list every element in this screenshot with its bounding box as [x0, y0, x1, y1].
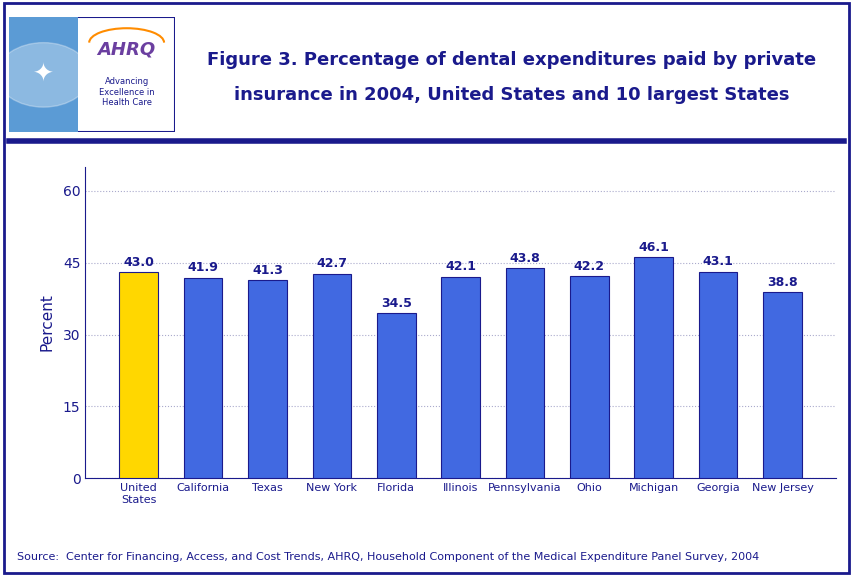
- Bar: [440, 276, 480, 478]
- Circle shape: [0, 43, 90, 107]
- Text: 43.0: 43.0: [124, 256, 154, 269]
- Bar: [183, 278, 222, 478]
- Text: Source:  Center for Financing, Access, and Cost Trends, AHRQ, Household Componen: Source: Center for Financing, Access, an…: [17, 552, 758, 562]
- Text: Figure 3. Percentage of dental expenditures paid by private: Figure 3. Percentage of dental expenditu…: [207, 51, 815, 70]
- Bar: [9, 17, 78, 132]
- Bar: [763, 293, 801, 478]
- Text: AHRQ: AHRQ: [97, 40, 156, 59]
- Bar: [248, 281, 286, 478]
- Text: ✦: ✦: [33, 63, 54, 87]
- Text: 43.1: 43.1: [702, 256, 733, 268]
- Text: 46.1: 46.1: [637, 241, 669, 254]
- Text: 34.5: 34.5: [380, 297, 412, 310]
- Text: 42.7: 42.7: [316, 257, 347, 270]
- Bar: [119, 272, 158, 478]
- Text: 41.9: 41.9: [187, 262, 218, 274]
- Bar: [698, 272, 737, 478]
- Bar: [505, 268, 544, 478]
- Text: 42.1: 42.1: [445, 260, 475, 273]
- Text: 43.8: 43.8: [509, 252, 539, 265]
- Bar: [312, 274, 351, 478]
- Bar: [377, 313, 415, 478]
- Text: 42.2: 42.2: [573, 260, 604, 273]
- Text: 41.3: 41.3: [251, 264, 283, 277]
- Text: 38.8: 38.8: [766, 276, 797, 289]
- Text: insurance in 2004, United States and 10 largest States: insurance in 2004, United States and 10 …: [233, 86, 789, 104]
- Bar: [569, 276, 608, 478]
- Y-axis label: Percent: Percent: [39, 294, 55, 351]
- Bar: [634, 257, 672, 478]
- Text: Advancing
Excellence in
Health Care: Advancing Excellence in Health Care: [99, 77, 154, 107]
